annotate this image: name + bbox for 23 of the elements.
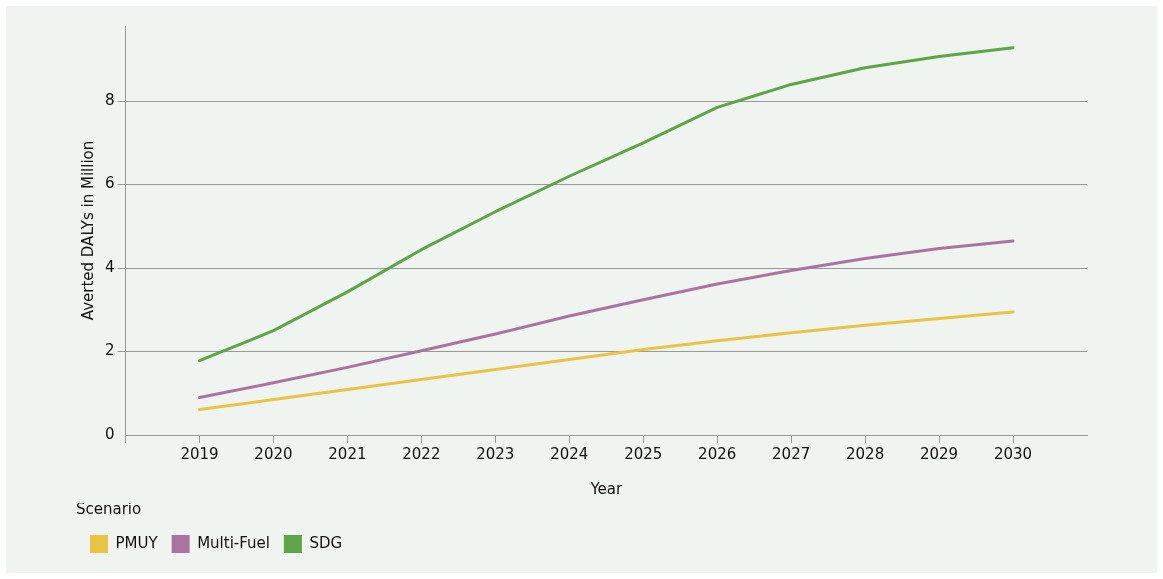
- y-tick-label: 6: [105, 174, 115, 193]
- x-tick-label: 2019: [180, 444, 219, 463]
- legend-title: Scenario: [76, 500, 142, 519]
- x-tick-label: 2022: [402, 444, 441, 463]
- y-axis-title: Averted DALYs in Million: [78, 140, 97, 321]
- legend-label: SDG: [309, 533, 343, 552]
- x-tick-label: 2029: [919, 444, 959, 463]
- x-tick-label: 2021: [328, 444, 367, 463]
- y-tick-label: 4: [105, 257, 115, 276]
- y-tick-label: 8: [105, 91, 115, 110]
- y-tick-label: 2: [105, 341, 115, 360]
- x-tick-label: 2025: [624, 444, 663, 463]
- x-tick-label: 2028: [846, 444, 885, 463]
- x-tick-label: 2024: [550, 444, 589, 463]
- x-tick-label: 2027: [772, 444, 811, 463]
- x-tick-label: 2030: [993, 444, 1033, 463]
- legend-label: Multi-Fuel: [197, 533, 270, 552]
- x-tick-label: 2020: [254, 444, 293, 463]
- x-tick-label: 2023: [476, 444, 515, 463]
- x-axis-title: Year: [589, 479, 623, 498]
- x-tick-label: 2026: [698, 444, 737, 463]
- legend-label: PMUY: [115, 533, 159, 552]
- y-tick-label: 0: [105, 424, 115, 443]
